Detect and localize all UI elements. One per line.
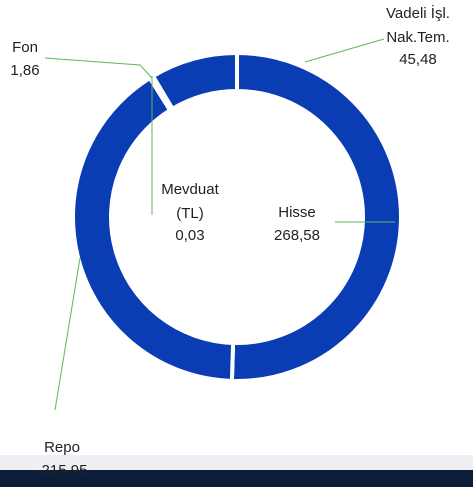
footer-bar xyxy=(0,470,473,487)
category-label: Hisse xyxy=(278,204,316,221)
slice xyxy=(229,50,403,383)
category-label: Nak.Tem. xyxy=(386,29,449,46)
category-label: Vadeli İşl. xyxy=(386,4,450,22)
value-label: 45,48 xyxy=(399,51,437,68)
leader-line xyxy=(54,257,81,411)
value-label: 268,58 xyxy=(274,227,320,244)
value-label: 0,03 xyxy=(175,227,204,244)
category-label: Fon xyxy=(12,39,38,56)
value-label: 1,86 xyxy=(10,62,39,79)
value-label: -215,95 xyxy=(37,462,88,479)
footer-band xyxy=(0,455,473,470)
category-label: (TL) xyxy=(176,205,204,222)
leader-line xyxy=(304,38,385,63)
category-label: Mevduat xyxy=(161,181,219,198)
category-label: Repo xyxy=(44,439,80,456)
slice xyxy=(150,50,239,112)
leader-line xyxy=(44,57,153,79)
slice xyxy=(71,75,236,383)
